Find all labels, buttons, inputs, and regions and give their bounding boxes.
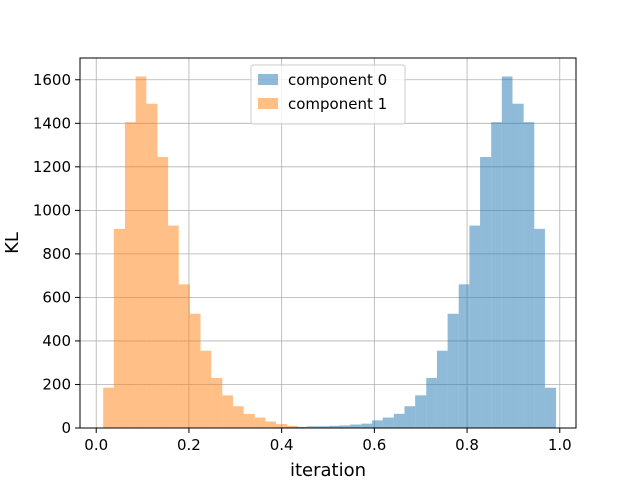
y-tick-label: 0 [61, 419, 71, 437]
series-component-0 [274, 76, 557, 429]
legend-swatch-component-0 [258, 74, 278, 85]
histogram-bar [178, 284, 190, 428]
histogram-bar [124, 122, 136, 429]
histogram-bar [307, 426, 318, 428]
series-component-1 [103, 76, 320, 429]
histogram-bar [157, 157, 169, 428]
legend: component 0 component 1 [250, 64, 406, 125]
histogram-bar [222, 395, 233, 428]
histogram-bar [287, 425, 298, 428]
histogram-bar [350, 424, 362, 428]
plot-area-frame [79, 57, 577, 429]
histogram-bar [189, 313, 201, 428]
histogram-bar [458, 284, 470, 428]
histogram-bar [135, 76, 147, 428]
histogram-bar [297, 426, 309, 428]
y-tick-label: 1000 [33, 201, 71, 219]
histogram-bar [243, 413, 255, 428]
y-axis-ticks: 0 200 400 600 800 1000 1200 1400 1600 [33, 71, 80, 437]
x-tick-label: 0.2 [177, 436, 201, 454]
x-axis-label: iteration [290, 460, 366, 480]
histogram-bar [404, 406, 416, 428]
x-tick-label: 1.0 [548, 436, 572, 454]
histogram-bar [103, 387, 114, 428]
histogram-bar [501, 76, 513, 428]
x-axis-ticks: 0.0 0.2 0.4 0.6 0.8 1.0 [84, 428, 572, 454]
histogram-bar [523, 122, 535, 429]
histogram-bar [211, 377, 223, 428]
histogram-bar [168, 225, 179, 428]
histogram-bar [113, 228, 125, 428]
y-tick-label: 200 [42, 375, 71, 393]
y-tick-label: 1400 [33, 114, 71, 132]
y-tick-label: 1200 [33, 158, 71, 176]
histogram-bar [480, 157, 492, 428]
x-tick-label: 0.8 [455, 436, 479, 454]
legend-label-component-0: component 0 [288, 71, 387, 89]
y-tick-label: 1600 [33, 71, 71, 89]
histogram-bar [232, 406, 244, 428]
y-axis-label: KL [2, 232, 23, 254]
histogram-bar [361, 423, 373, 428]
histogram-bar [317, 426, 329, 428]
histogram-bar [393, 413, 405, 428]
x-tick-label: 0.4 [270, 436, 294, 454]
histogram-bar [146, 103, 158, 429]
histogram-bar [491, 122, 502, 429]
histogram-bar [328, 425, 340, 428]
histogram-bar [544, 387, 557, 428]
y-tick-label: 800 [42, 245, 71, 263]
histogram-bar [447, 313, 459, 428]
histogram-bar [382, 417, 394, 428]
histogram-bar [265, 421, 277, 428]
histogram-bar [254, 417, 266, 428]
histogram-bar [415, 395, 427, 428]
histogram-bar [436, 350, 448, 428]
histogram-bar [200, 350, 212, 428]
histogram-bar [372, 420, 383, 428]
legend-swatch-component-1 [258, 98, 278, 109]
histogram-bar [512, 103, 524, 429]
x-tick-label: 0.0 [84, 436, 108, 454]
legend-box [250, 64, 406, 125]
histogram-bar [276, 424, 288, 428]
y-tick-label: 600 [42, 288, 71, 306]
histogram-bar [339, 425, 351, 428]
y-tick-label: 400 [42, 332, 71, 350]
histogram-bar [534, 228, 545, 428]
histogram-bar [426, 377, 437, 428]
legend-label-component-1: component 1 [288, 95, 387, 113]
x-tick-label: 0.6 [362, 436, 386, 454]
histogram-bars [103, 76, 557, 429]
histogram-bar [469, 225, 481, 428]
